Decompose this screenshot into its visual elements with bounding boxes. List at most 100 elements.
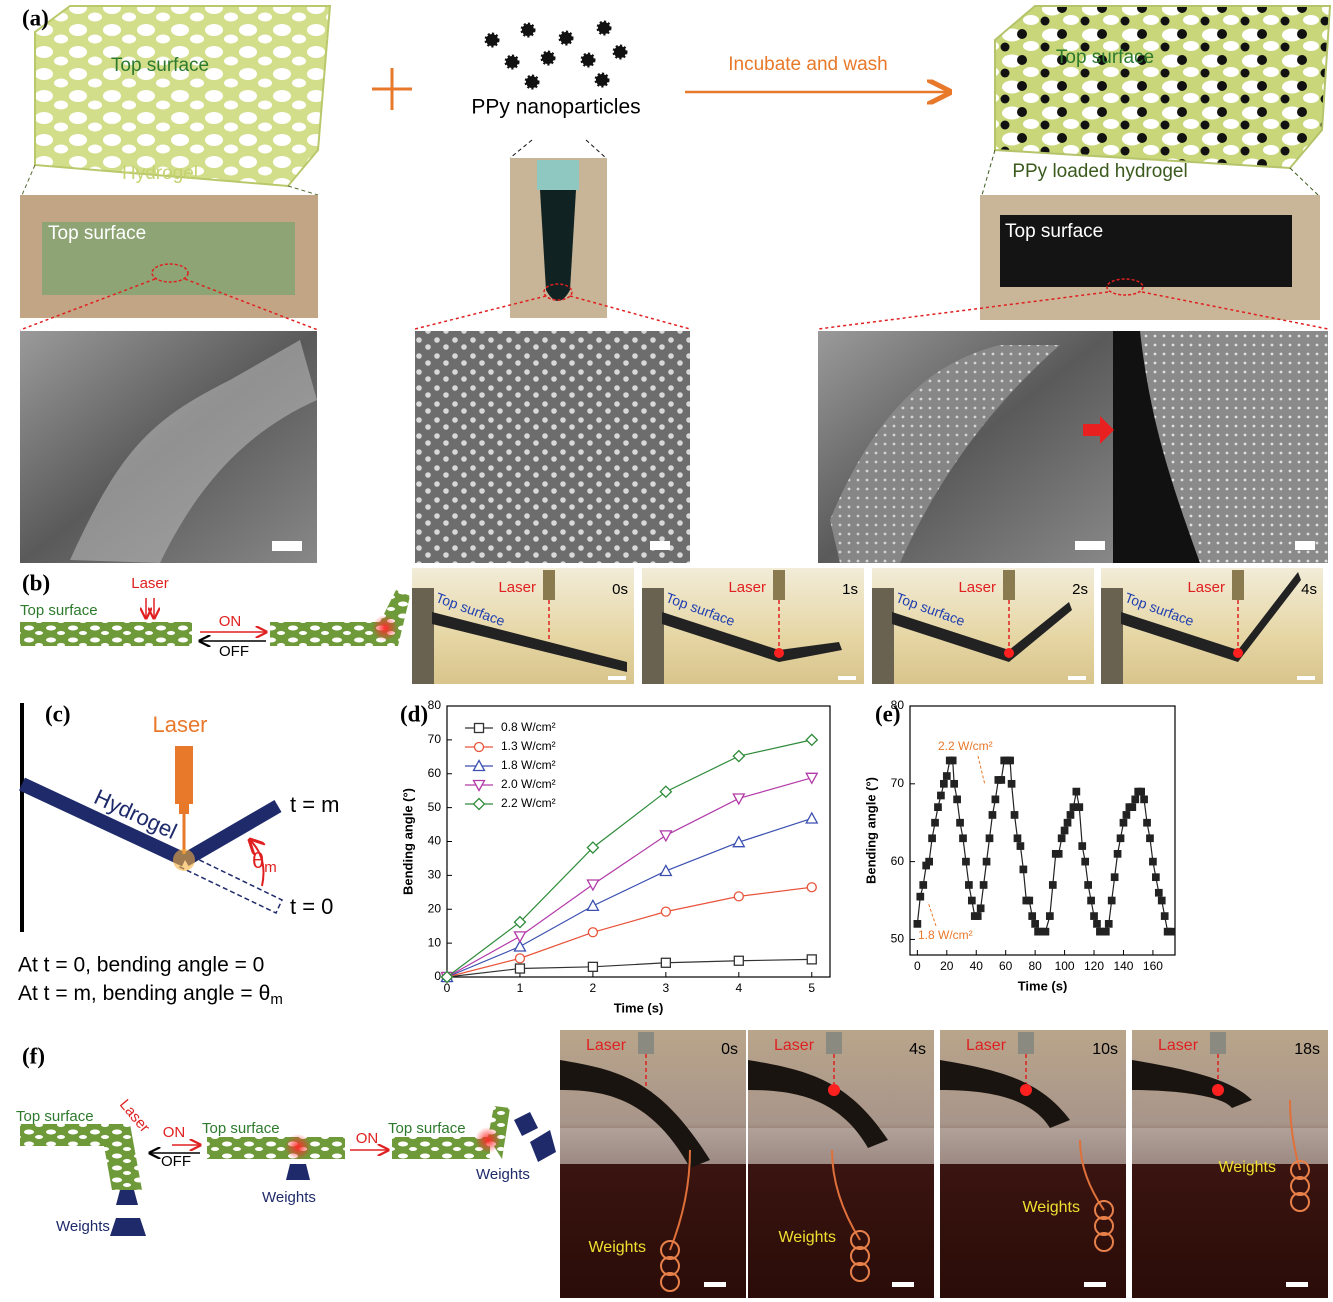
- laser-label: Laser: [498, 579, 536, 596]
- x-tick-label: 120: [1084, 959, 1104, 973]
- marker: [913, 920, 922, 928]
- marker: [1028, 912, 1037, 920]
- marker: [1152, 873, 1160, 882]
- weights-label: Weights: [1218, 1159, 1276, 1176]
- x-tick-label: 0: [914, 959, 921, 973]
- marker: [660, 957, 672, 968]
- legend-marker: [472, 797, 486, 811]
- laser-head: [773, 570, 785, 600]
- marker: [1128, 803, 1137, 812]
- marker: [806, 882, 817, 893]
- laser-label: Laser: [728, 579, 766, 596]
- hydrogel-strip: [560, 1060, 710, 1168]
- hydrogel-strip: [662, 612, 842, 662]
- laser-head: [638, 1032, 654, 1054]
- marker: [976, 904, 985, 913]
- scale-bar: [1084, 1282, 1106, 1287]
- marker: [660, 906, 672, 917]
- banner: [560, 1128, 746, 1164]
- hydrogel-strip: [748, 1060, 888, 1148]
- marker: [1013, 834, 1022, 843]
- time-label: 1s: [842, 581, 858, 598]
- marker: [940, 779, 948, 788]
- laser-spot: [1233, 648, 1243, 658]
- y-tick-label: 50: [891, 932, 905, 946]
- marker: [1131, 795, 1140, 804]
- y-tick-label: 70: [428, 732, 442, 746]
- marker: [733, 891, 744, 902]
- x-tick-label: 1: [517, 981, 524, 995]
- y-tick-label: 10: [428, 935, 442, 949]
- caption-symbol: θ: [259, 982, 271, 1005]
- marker: [1060, 826, 1069, 835]
- panel-f-graphics: Laser 0s Weights Laser 4s Weights Laser 10s Weig…: [20, 1030, 1328, 1298]
- series-line: [446, 958, 812, 978]
- marker: [916, 892, 925, 901]
- y-tick-label: 0: [434, 969, 441, 983]
- marker: [659, 785, 673, 799]
- weights-label: Weights: [778, 1229, 836, 1246]
- x-tick-label: 5: [808, 981, 815, 995]
- hydrogel-strip: [432, 612, 627, 672]
- laser-label: Laser: [1158, 1037, 1199, 1054]
- chain-link: [1094, 1216, 1114, 1236]
- marker: [1160, 912, 1169, 920]
- hydrogel-strip: [1121, 572, 1301, 662]
- switch-label: OFF: [161, 1153, 191, 1170]
- marker: [1137, 787, 1145, 796]
- chain-link: [1290, 1192, 1310, 1212]
- legend-marker: [473, 722, 485, 734]
- angle-symbol: θ: [252, 848, 264, 873]
- panel-label: (d): [400, 701, 428, 726]
- sketch-label: Top surface: [16, 1108, 94, 1125]
- sketch-label: Top surface: [388, 1120, 466, 1137]
- marker: [1019, 865, 1028, 874]
- marker: [1063, 818, 1072, 827]
- hydrogel-strip: [1132, 1060, 1252, 1108]
- marker: [587, 961, 599, 972]
- caption: At t = m, bending angle = θm: [18, 982, 283, 1008]
- marker: [513, 915, 527, 929]
- marker: [1116, 834, 1125, 843]
- marker: [1143, 818, 1151, 827]
- x-tick-label: 140: [1113, 959, 1133, 973]
- laser-head: [543, 570, 555, 600]
- chain-link: [1094, 1232, 1114, 1252]
- x-tick-label: 3: [663, 981, 670, 995]
- marker: [1157, 896, 1166, 905]
- scale-bar: [1297, 676, 1315, 680]
- marker: [1007, 779, 1016, 788]
- marker: [1016, 842, 1025, 850]
- y-tick-label: 70: [891, 776, 905, 790]
- laser-head: [1210, 1032, 1226, 1054]
- caption: At t = 0, bending angle = 0: [18, 954, 264, 977]
- y-tick-label: 20: [428, 901, 442, 915]
- marker: [937, 791, 945, 800]
- series-line: [446, 777, 812, 978]
- laser-spot: [1020, 1084, 1032, 1096]
- chain-link: [660, 1256, 680, 1276]
- annotation-arrow: [977, 755, 986, 786]
- laser-spot: [1212, 1084, 1224, 1096]
- marker: [934, 803, 942, 812]
- marker: [942, 772, 951, 780]
- marker: [805, 811, 819, 824]
- marker: [962, 857, 970, 866]
- marker: [928, 834, 936, 843]
- marker: [1006, 756, 1014, 765]
- marker: [805, 772, 819, 785]
- marker: [1110, 873, 1119, 882]
- marker: [733, 955, 744, 966]
- clamp: [872, 588, 894, 684]
- photo-label: Top surface: [48, 223, 146, 244]
- sketch-label: Top surface: [20, 602, 98, 619]
- panel-a-graphics: [19, 5, 1332, 563]
- state-label: t = 0: [290, 894, 333, 919]
- angle-label: θm: [252, 848, 277, 876]
- annotation-arrow: [927, 901, 937, 927]
- legend-marker: [472, 759, 486, 772]
- y-tick-label: 80: [891, 698, 905, 712]
- marker: [973, 912, 982, 920]
- marker: [931, 818, 939, 827]
- photo-label: Top surface: [1005, 221, 1103, 242]
